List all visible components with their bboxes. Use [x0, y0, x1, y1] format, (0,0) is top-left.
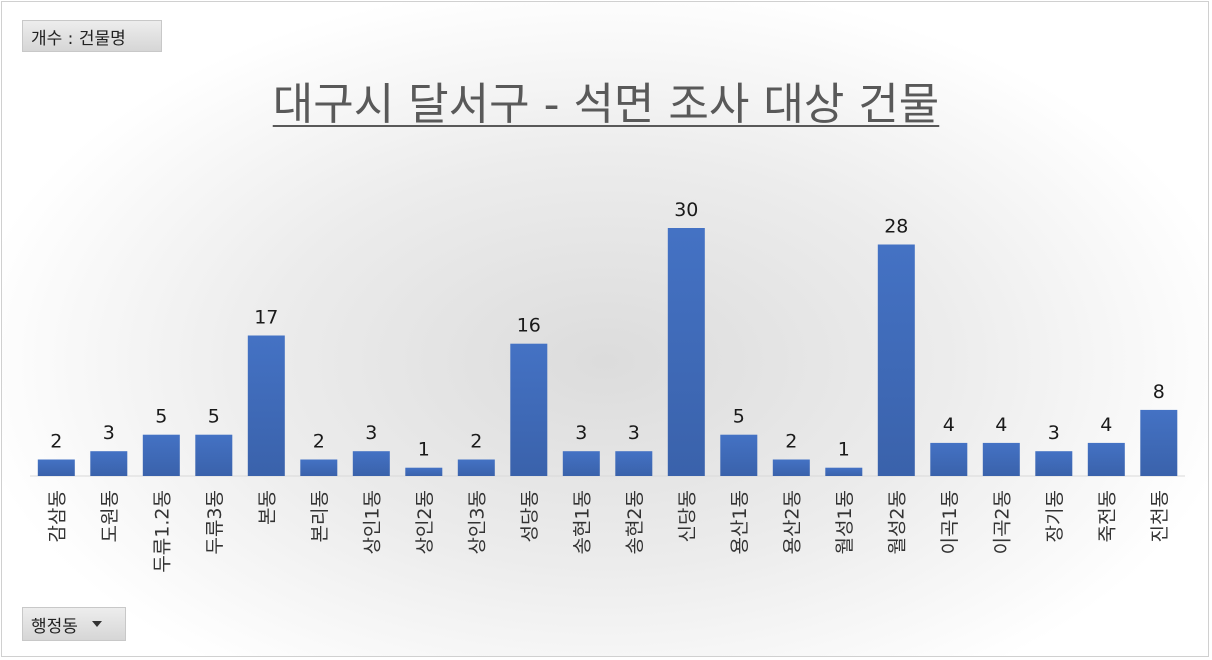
data-label-이곡1동: 4 — [943, 414, 955, 436]
x-tick-label-이곡1동: 이곡1동 — [939, 490, 961, 555]
bar-상인2동[interactable] — [405, 467, 443, 476]
x-tick-label-상인3동: 상인3동 — [466, 490, 488, 555]
value-field-label: 개수 : 건물명 — [31, 28, 126, 49]
data-label-상인1동: 3 — [365, 422, 377, 444]
x-tick-label-본동: 본동 — [256, 490, 278, 525]
bar-용산1동[interactable] — [720, 434, 758, 476]
bar-본동[interactable] — [247, 335, 285, 477]
bar-송현2동[interactable] — [615, 451, 653, 476]
x-tick-label-두류1.2동: 두류1.2동 — [151, 490, 173, 573]
data-label-진천동: 8 — [1153, 381, 1165, 403]
bar-두류3동[interactable] — [195, 434, 233, 476]
x-tick-label-상인2동: 상인2동 — [414, 490, 436, 555]
x-tick-label-월성1동: 월성1동 — [834, 490, 856, 555]
data-label-도원동: 3 — [103, 422, 115, 444]
x-tick-label-장기동: 장기동 — [1044, 490, 1066, 542]
bar-두류1.2동[interactable] — [142, 434, 180, 476]
bar-용산2동[interactable] — [772, 459, 810, 477]
axis-field-button[interactable]: 행정동 — [22, 607, 126, 641]
x-tick-label-성당동: 성당동 — [519, 490, 541, 542]
bar-상인3동[interactable] — [457, 459, 495, 477]
bar-월성2동[interactable] — [877, 244, 915, 477]
chevron-down-icon[interactable] — [91, 621, 102, 627]
x-tick-label-용산2동: 용산2동 — [781, 490, 803, 555]
bar-감삼동[interactable] — [37, 459, 75, 477]
data-label-송현2동: 3 — [628, 422, 640, 444]
x-tick-label-죽전동: 죽전동 — [1096, 490, 1118, 542]
data-label-상인3동: 2 — [470, 431, 482, 453]
data-label-두류1.2동: 5 — [155, 406, 167, 428]
x-tick-label-진천동: 진천동 — [1149, 490, 1171, 542]
bar-장기동[interactable] — [1035, 451, 1073, 476]
data-label-월성2동: 28 — [884, 216, 908, 238]
axis-field-label: 행정동 — [31, 616, 78, 637]
data-label-죽전동: 4 — [1100, 414, 1112, 436]
bar-이곡2동[interactable] — [982, 442, 1020, 476]
bar-성당동[interactable] — [510, 343, 548, 476]
bar-송현1동[interactable] — [562, 451, 600, 476]
x-tick-label-신당동: 신당동 — [676, 490, 698, 542]
x-tick-label-송현1동: 송현1동 — [571, 490, 593, 555]
data-label-성당동: 16 — [517, 315, 541, 337]
x-tick-label-두류3동: 두류3동 — [204, 490, 226, 555]
data-label-상인2동: 1 — [418, 439, 430, 461]
x-tick-label-본리동: 본리동 — [309, 490, 331, 542]
data-label-본동: 17 — [254, 307, 278, 329]
bar-도원동[interactable] — [90, 451, 128, 476]
bar-상인1동[interactable] — [352, 451, 390, 476]
bar-죽전동[interactable] — [1087, 442, 1125, 476]
x-tick-label-감삼동: 감삼동 — [46, 490, 68, 542]
bar-진천동[interactable] — [1140, 409, 1178, 476]
data-label-용산1동: 5 — [733, 406, 745, 428]
value-field-button[interactable]: 개수 : 건물명 — [22, 20, 162, 52]
x-tick-label-도원동: 도원동 — [99, 490, 121, 542]
x-tick-label-송현2동: 송현2동 — [624, 490, 646, 555]
data-label-이곡2동: 4 — [995, 414, 1007, 436]
bar-이곡1동[interactable] — [930, 442, 968, 476]
data-label-월성1동: 1 — [838, 439, 850, 461]
bar-신당동[interactable] — [667, 228, 705, 476]
data-label-송현1동: 3 — [575, 422, 587, 444]
bar-본리동[interactable] — [300, 459, 338, 477]
chart-title: 대구시 달서구 - 석면 조사 대상 건물 — [272, 79, 940, 130]
x-tick-label-상인1동: 상인1동 — [361, 490, 383, 555]
bar-월성1동[interactable] — [825, 467, 863, 476]
data-label-용산2동: 2 — [785, 431, 797, 453]
data-label-감삼동: 2 — [50, 431, 62, 453]
data-label-본리동: 2 — [313, 431, 325, 453]
x-tick-label-이곡2동: 이곡2동 — [991, 490, 1013, 555]
x-tick-label-용산1동: 용산1동 — [729, 490, 751, 555]
data-label-신당동: 30 — [674, 199, 698, 221]
data-label-두류3동: 5 — [208, 406, 220, 428]
x-tick-label-월성2동: 월성2동 — [886, 490, 908, 555]
data-label-장기동: 3 — [1048, 422, 1060, 444]
